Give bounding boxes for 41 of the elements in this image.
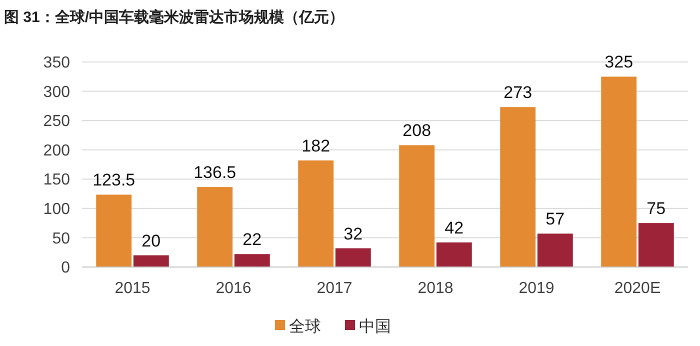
legend-label: 中国 (359, 318, 391, 336)
bar (399, 145, 435, 267)
data-label: 325 (604, 52, 634, 72)
bar (500, 107, 536, 267)
chart-title: 图 31：全球/中国车载毫米波雷达市场规模（亿元） (4, 8, 344, 26)
data-label: 22 (242, 230, 262, 250)
bar (436, 242, 472, 267)
legend-label: 全球 (289, 318, 321, 336)
bar (133, 255, 169, 267)
bar (197, 187, 233, 267)
y-tick-label: 150 (43, 172, 70, 189)
y-tick-label: 200 (43, 142, 70, 160)
data-label: 182 (302, 136, 330, 156)
y-tick-label: 250 (43, 113, 70, 130)
data-label: 42 (444, 218, 464, 238)
x-tick-label: 2016 (216, 280, 252, 297)
bar (234, 254, 270, 267)
bar (638, 223, 674, 267)
data-label: 57 (546, 210, 565, 229)
y-tick-label: 100 (43, 201, 70, 218)
x-tick-label: 2019 (518, 280, 554, 297)
bar (601, 76, 637, 267)
x-tick-label: 2017 (316, 280, 352, 297)
data-label: 123.5 (92, 170, 136, 190)
data-label: 208 (402, 121, 432, 140)
y-tick-label: 300 (43, 84, 70, 101)
y-tick-label: 350 (43, 54, 70, 72)
data-label: 20 (142, 231, 161, 250)
data-label: 273 (504, 83, 532, 102)
y-tick-label: 50 (52, 230, 70, 248)
bar (96, 194, 132, 267)
data-label: 136.5 (194, 163, 236, 182)
data-label: 32 (344, 224, 363, 244)
x-tick-label: 2015 (114, 280, 150, 297)
bar (537, 234, 573, 267)
bar (298, 160, 334, 267)
x-tick-label: 2018 (418, 280, 454, 297)
x-tick-label: 2020E (614, 280, 661, 297)
bar (335, 248, 371, 267)
y-tick-label: 0 (61, 260, 70, 277)
data-label: 75 (646, 199, 666, 218)
